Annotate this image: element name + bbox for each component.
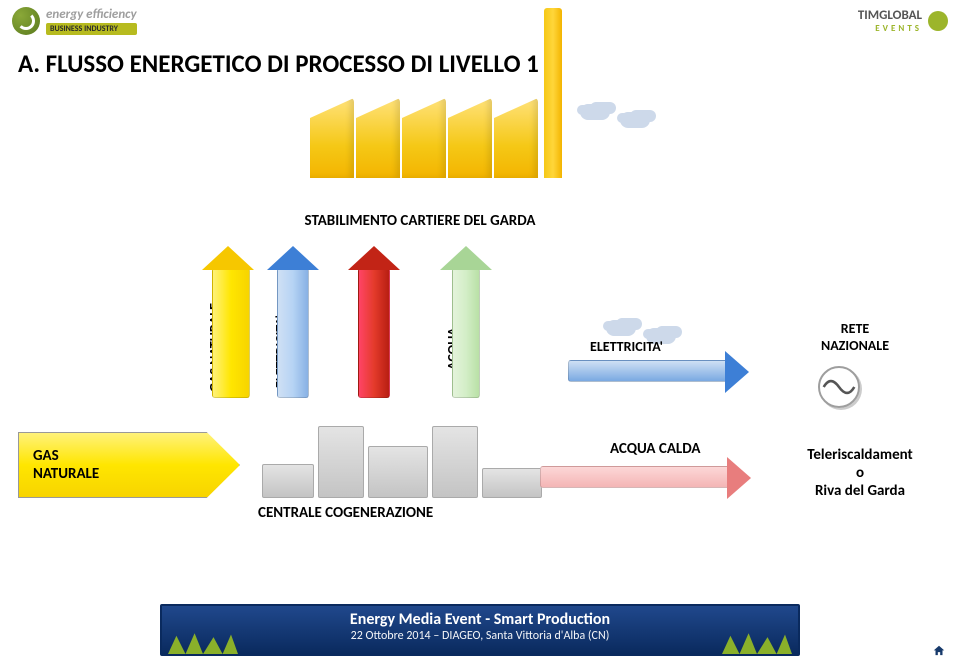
cogen-block [318,426,364,498]
label-acqua-calda: ACQUA CALDA [610,440,700,458]
logo-timglobal: TIMGLOBAL EVENTS [858,8,948,34]
factory-roof [448,98,492,178]
factory-roof [494,98,538,178]
label-elettricita-out: ELETTRICITA' [590,338,663,355]
label-rete-nazionale: RETE NAZIONALE [800,320,910,354]
factory-label: STABILIMENTO CARTIERE DEL GARDA [260,212,580,230]
cogen-block [262,464,314,498]
home-icon[interactable] [932,644,946,658]
cogen-block [368,446,428,498]
arrow-vapore [358,268,390,398]
factory-roof [356,98,400,178]
page-title: A. FLUSSO ENERGETICO DI PROCESSO DI LIVE… [18,48,539,79]
logo-left-sub: BUSINESS INDUSTRY [46,23,137,35]
footer-banner: Energy Media Event - Smart Production 22… [160,604,800,656]
footer-title: Energy Media Event - Smart Production [162,610,798,629]
arrow-acqua-gelida [452,268,480,398]
footer-subtitle: 22 Ottobre 2014 – DIAGEO, Santa Vittoria… [162,629,798,643]
cogen-block [482,468,542,498]
rete-line2: NAZIONALE [821,337,889,354]
cloud-icon [620,112,650,128]
arrow-gas-naturale [212,268,250,398]
logo-energy-efficiency: energy efficiency BUSINESS INDUSTRY [12,7,137,35]
gas-naturale-input: GAS NATURALE [18,432,240,498]
rete-line1: RETE [841,320,869,337]
arrow-elettricita-out [568,360,728,382]
logo-left-text: energy efficiency [46,7,137,22]
tele-line1: Teleriscaldament [807,446,913,464]
tele-line3: Riva del Garda [815,482,905,500]
cogen-label: CENTRALE COGENERAZIONE [258,504,433,522]
gas-naturale-label: GAS NATURALE [33,447,99,483]
logo-right-text: TIMGLOBAL [858,8,922,23]
factory-roof [402,98,446,178]
tele-line2: o [856,464,864,482]
header-bar: energy efficiency BUSINESS INDUSTRY TIMG… [0,0,960,42]
dot-icon [928,11,948,31]
swirl-icon [12,7,40,35]
centrale-cogenerazione [262,426,542,498]
label-teleriscaldamento: Teleriscaldament o Riva del Garda [780,446,940,500]
cloud-icon [606,320,636,336]
sine-icon [818,366,860,408]
arrow-acqua-calda [540,466,730,488]
factory-chimney [544,8,562,178]
factory-building [310,98,562,178]
logo-right-sub: EVENTS [858,23,922,34]
arrow-elettricita-up [277,268,309,398]
cloud-icon [580,104,610,120]
factory-roof [310,98,354,178]
cogen-block [432,426,478,498]
